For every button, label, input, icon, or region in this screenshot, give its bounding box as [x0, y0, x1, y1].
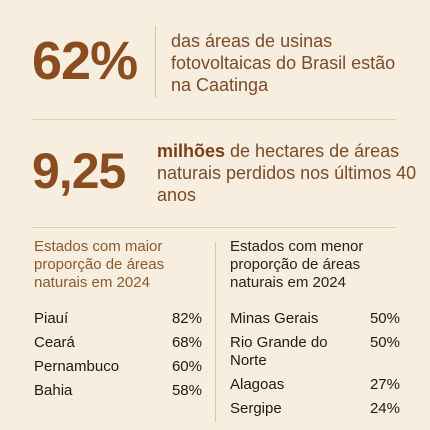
table-row: Ceará 68%: [34, 334, 202, 352]
table-row: Sergipe 24%: [230, 400, 400, 418]
lowest-natural-area-title: Estados com menor proporção de áreas nat…: [230, 238, 364, 291]
stat-solar-area-divider: [155, 26, 156, 98]
table-column-divider: [215, 242, 216, 422]
state-percentage: 27%: [369, 376, 400, 393]
state-name: Piauí: [34, 310, 69, 327]
stat-lost-hectares-text: milhões de hectares de áreas naturais pe…: [157, 140, 417, 206]
stat-solar-area-text: das áreas de usinas fotovoltaicas do Bra…: [171, 31, 396, 95]
stat-lost-hectares: 9,25 milhões de hectares de áreas natura…: [32, 138, 416, 218]
table-row: Piauí 82%: [34, 310, 202, 328]
highest-natural-area-title: Estados com maior proporção de áreas nat…: [34, 238, 165, 291]
state-percentage: 60%: [171, 358, 202, 375]
stat-solar-area: 62% das áreas de usinas fotovoltaicas do…: [32, 26, 412, 106]
state-percentage: 68%: [171, 334, 202, 351]
table-row: Alagoas 27%: [230, 376, 400, 394]
state-name: Pernambuco: [34, 358, 120, 375]
highest-natural-area-list: Piauí 82% Ceará 68% Pernambuco 60% Bahia…: [34, 310, 202, 400]
state-name: Rio Grande do Norte: [230, 334, 328, 369]
stat-solar-area-value: 62%: [32, 31, 138, 91]
state-name: Sergipe: [230, 400, 282, 417]
state-name: Ceará: [34, 334, 75, 351]
state-name: Minas Gerais: [230, 310, 319, 327]
state-percentage: 58%: [171, 382, 202, 399]
state-percentage: 50%: [369, 334, 400, 351]
table-row: Rio Grande do Norte 50%: [230, 334, 400, 370]
table-row: Bahia 58%: [34, 382, 202, 400]
table-row: Minas Gerais 50%: [230, 310, 400, 328]
state-percentage: 82%: [171, 310, 202, 327]
section-divider-bottom: [32, 227, 396, 228]
highest-natural-area-table: Estados com maior proporção de áreas nat…: [34, 238, 202, 406]
stat-lost-hectares-strong: milhões: [157, 141, 226, 161]
lowest-natural-area-list: Minas Gerais 50% Rio Grande do Norte 50%…: [230, 310, 400, 418]
state-percentage: 50%: [369, 310, 400, 327]
lowest-natural-area-table: Estados com menor proporção de áreas nat…: [230, 238, 400, 424]
stat-lost-hectares-rest: de hectares de áreas naturais perdidos n…: [157, 141, 417, 205]
state-name: Bahia: [34, 382, 73, 399]
state-percentage: 24%: [369, 400, 400, 417]
section-divider-top: [32, 119, 396, 120]
table-row: Pernambuco 60%: [34, 358, 202, 376]
state-name: Alagoas: [230, 376, 285, 393]
stat-lost-hectares-value: 9,25: [32, 143, 126, 199]
